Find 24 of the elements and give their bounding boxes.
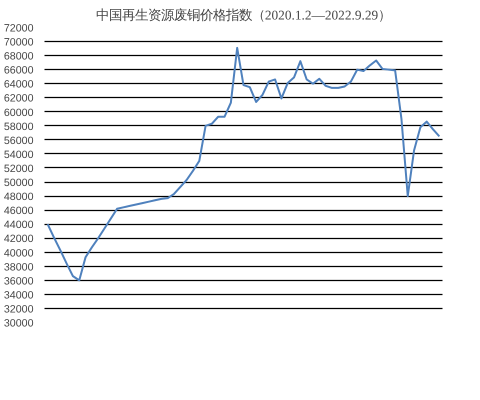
y-tick-label: 36000 <box>4 275 34 288</box>
y-tick-label: 56000 <box>4 134 34 147</box>
y-tick-label: 38000 <box>4 261 34 274</box>
y-tick-label: 70000 <box>4 36 34 49</box>
y-tick-label: 48000 <box>4 191 34 204</box>
y-tick-label: 42000 <box>4 233 34 246</box>
y-tick-label: 34000 <box>4 289 34 302</box>
y-tick-label: 32000 <box>4 303 34 316</box>
y-tick-label: 62000 <box>4 92 34 105</box>
y-tick-label: 64000 <box>4 78 34 91</box>
y-tick-label: 66000 <box>4 64 34 77</box>
y-tick-label: 72000 <box>4 22 34 34</box>
y-tick-label: 68000 <box>4 50 34 63</box>
y-tick-label: 58000 <box>4 120 34 133</box>
y-tick-label: 60000 <box>4 106 34 119</box>
y-tick-label: 44000 <box>4 219 34 232</box>
y-tick-label: 52000 <box>4 162 34 175</box>
chart-title: 中国再生资源废铜价格指数（2020.1.2—2022.9.29） <box>96 8 392 22</box>
y-tick-label: 54000 <box>4 148 34 161</box>
line-series <box>46 46 440 282</box>
y-tick-label: 40000 <box>4 247 34 260</box>
y-tick-label: 46000 <box>4 205 34 218</box>
y-tick-label: 50000 <box>4 177 34 190</box>
y-tick-label: 30000 <box>4 318 34 330</box>
